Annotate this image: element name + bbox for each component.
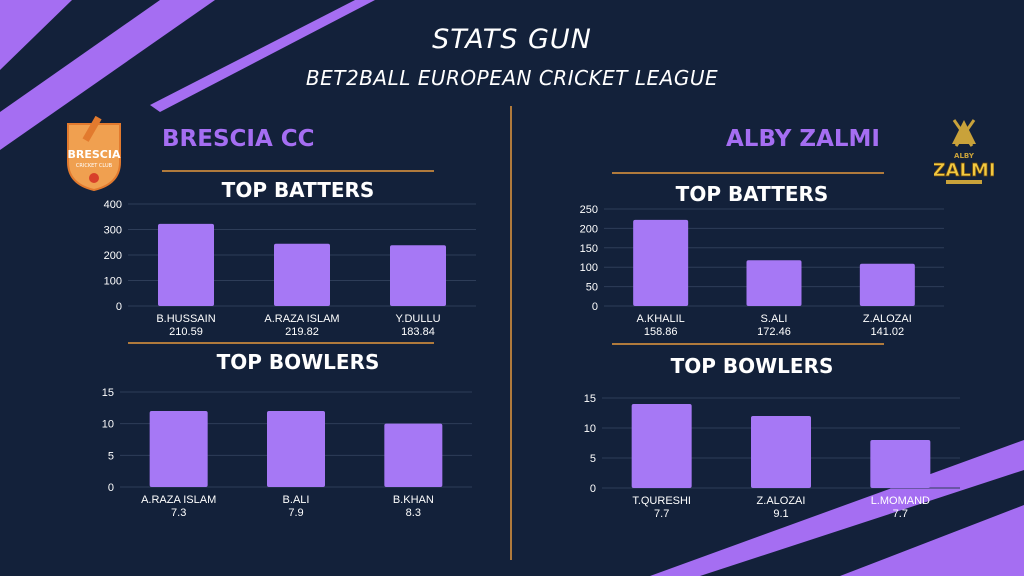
x-tick-label: T.QURESHI (632, 495, 691, 507)
center-divider (510, 106, 512, 560)
page-subtitle: BET2BALL EUROPEAN CRICKET LEAGUE (305, 66, 719, 90)
bar (631, 404, 692, 488)
bar (633, 219, 689, 306)
y-tick-label: 200 (104, 250, 122, 262)
y-tick-label: 5 (108, 450, 114, 462)
y-tick-label: 5 (590, 453, 596, 465)
bar (267, 411, 325, 487)
section-title-top-bowlers: TOP BOWLERS (216, 350, 380, 374)
gold-line (128, 342, 434, 344)
y-tick-label: 15 (102, 387, 114, 399)
y-tick-label: 0 (108, 482, 114, 494)
team-name-alby-zalmi: ALBY ZALMI (726, 126, 880, 152)
x-sub-label: 8.3 (406, 507, 421, 519)
x-sub-label: 7.3 (171, 507, 186, 519)
x-tick-label: Y.DULLU (395, 313, 440, 325)
y-tick-label: 400 (104, 199, 122, 211)
x-sub-label: 7.9 (288, 507, 303, 519)
alby-zalmi-logo-text: ALBY (954, 152, 975, 160)
x-tick-label: Z.ALOZAI (757, 495, 806, 507)
svg-text:CRICKET CLUB: CRICKET CLUB (76, 163, 113, 169)
gold-line (612, 172, 884, 174)
x-sub-label: 7.7 (893, 508, 908, 520)
section-title-top-batters: TOP BATTERS (221, 178, 375, 202)
bar (870, 440, 931, 488)
x-sub-label: 158.86 (644, 326, 678, 338)
team-name-brescia: BRESCIA CC (162, 126, 315, 152)
x-sub-label: 141.02 (871, 326, 905, 338)
y-tick-label: 0 (116, 301, 122, 313)
x-sub-label: 172.46 (757, 326, 791, 338)
y-tick-label: 15 (584, 393, 596, 405)
y-tick-label: 100 (104, 276, 122, 288)
section-title-top-batters: TOP BATTERS (675, 182, 829, 206)
bar (274, 243, 330, 306)
x-sub-label: 183.84 (401, 326, 435, 338)
x-tick-label: S.ALI (761, 313, 788, 325)
y-tick-label: 10 (102, 419, 114, 431)
bar (390, 245, 446, 306)
x-sub-label: 210.59 (169, 326, 203, 338)
x-tick-label: L.MOMAND (871, 495, 930, 507)
y-tick-label: 150 (580, 243, 598, 255)
page-title: STATS GUN (432, 24, 592, 55)
x-tick-label: A.KHALIL (637, 313, 685, 325)
bar (746, 260, 802, 306)
x-tick-label: B.ALI (283, 494, 310, 506)
bar (751, 416, 811, 488)
bar (384, 423, 443, 487)
y-tick-label: 300 (104, 225, 122, 237)
x-tick-label: Z.ALOZAI (863, 313, 912, 325)
alby-zalmi-logo: ALBY ZALMI (934, 119, 994, 184)
gold-line (162, 170, 434, 172)
y-tick-label: 50 (586, 282, 598, 294)
x-tick-label: A.RAZA ISLAM (264, 313, 339, 325)
brescia-logo-text: BRESCIA (68, 148, 121, 161)
gold-line (612, 343, 884, 345)
y-tick-label: 0 (590, 483, 596, 495)
x-sub-label: 219.82 (285, 326, 319, 338)
svg-text:ZALMI: ZALMI (934, 160, 994, 181)
y-tick-label: 0 (592, 301, 598, 313)
x-tick-label: A.RAZA ISLAM (141, 494, 216, 506)
x-tick-label: B.HUSSAIN (156, 313, 215, 325)
bar (149, 411, 208, 487)
y-tick-label: 250 (580, 204, 598, 216)
section-title-top-bowlers: TOP BOWLERS (670, 354, 834, 378)
y-tick-label: 10 (584, 423, 596, 435)
y-tick-label: 100 (580, 262, 598, 274)
x-sub-label: 7.7 (654, 508, 669, 520)
bar (859, 263, 915, 306)
x-tick-label: B.KHAN (393, 494, 434, 506)
bar (158, 223, 214, 306)
y-tick-label: 200 (580, 223, 598, 235)
x-sub-label: 9.1 (773, 508, 788, 520)
brescia-logo: BRESCIA CRICKET CLUB (67, 116, 121, 192)
